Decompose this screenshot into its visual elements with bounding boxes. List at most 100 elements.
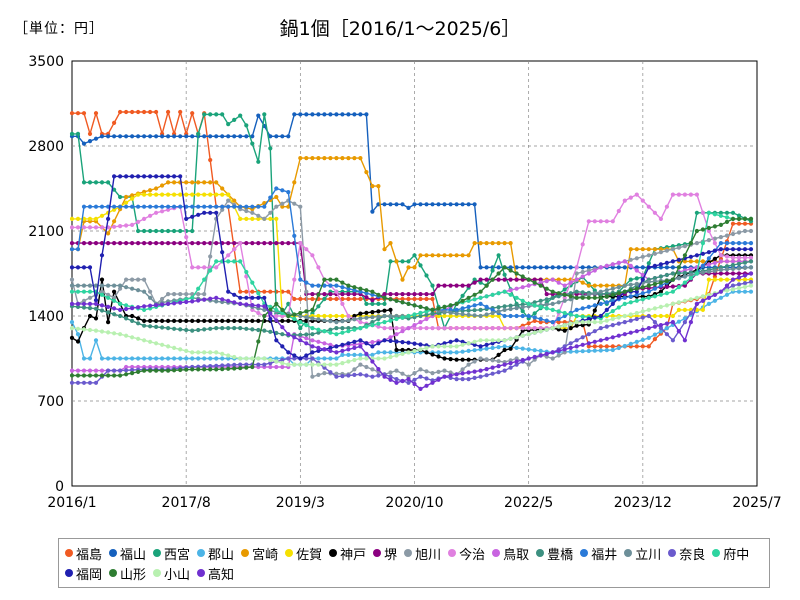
data-point [460, 253, 465, 258]
data-point [226, 289, 231, 294]
data-point [430, 326, 435, 331]
data-point [202, 367, 207, 372]
data-point [154, 174, 159, 179]
data-point [514, 295, 519, 300]
data-point [136, 316, 141, 321]
data-point [484, 312, 489, 317]
data-point [262, 304, 267, 309]
data-point [610, 347, 615, 353]
data-point [430, 253, 435, 258]
data-point [652, 320, 658, 325]
data-point [274, 318, 279, 323]
data-point [658, 304, 664, 309]
data-point [112, 207, 117, 212]
data-point [208, 241, 213, 246]
legend-swatch [712, 549, 721, 557]
data-point [424, 345, 429, 350]
data-point [256, 362, 261, 367]
data-point [628, 282, 633, 287]
data-point [712, 274, 718, 279]
data-point [106, 356, 111, 361]
data-point [610, 283, 615, 288]
data-point [712, 241, 718, 246]
data-point [382, 247, 387, 252]
data-point [520, 309, 525, 314]
data-point [742, 221, 748, 226]
data-point [298, 277, 303, 282]
data-point [99, 292, 105, 297]
legend-swatch [153, 569, 162, 577]
data-point [610, 292, 615, 297]
data-point [634, 247, 639, 252]
data-point [400, 300, 405, 305]
data-point [208, 350, 213, 355]
data-point [496, 291, 501, 296]
data-point [87, 356, 93, 361]
data-point [508, 326, 513, 331]
data-point [616, 333, 621, 338]
data-point [454, 301, 459, 306]
data-point [562, 320, 567, 325]
data-point [448, 326, 453, 331]
data-point [334, 320, 339, 325]
data-point [118, 241, 123, 246]
data-point [628, 257, 633, 262]
data-point [388, 259, 393, 264]
data-point [364, 351, 369, 356]
data-point [75, 247, 81, 252]
data-point [69, 289, 75, 294]
data-point [190, 295, 195, 300]
data-point [274, 194, 279, 200]
data-point [274, 186, 279, 191]
data-point [328, 112, 333, 117]
data-point [448, 253, 453, 258]
data-point [514, 356, 519, 361]
data-point [490, 241, 495, 246]
data-point [358, 311, 363, 316]
data-point [268, 241, 273, 246]
data-point [202, 192, 207, 197]
data-point [712, 224, 718, 229]
data-point [118, 301, 123, 306]
data-point [748, 259, 754, 264]
data-point [454, 311, 459, 316]
data-point [658, 274, 664, 279]
data-point [472, 348, 477, 353]
data-point [442, 283, 447, 288]
data-point [178, 292, 183, 297]
data-point [514, 345, 519, 350]
data-point [682, 192, 688, 197]
data-point [496, 309, 501, 314]
data-point [628, 288, 633, 293]
data-point [250, 307, 255, 312]
data-point [394, 316, 399, 322]
data-point [646, 283, 651, 288]
data-point [112, 306, 117, 311]
data-point [412, 326, 417, 331]
data-point [382, 320, 387, 325]
data-point [87, 327, 93, 333]
data-point [166, 134, 171, 139]
data-point [664, 265, 670, 270]
data-point [178, 347, 183, 352]
data-point [130, 313, 135, 319]
data-point [604, 312, 609, 317]
data-point [460, 371, 465, 376]
data-point [544, 351, 549, 356]
data-point [586, 348, 591, 354]
data-point [718, 247, 724, 252]
data-point [568, 345, 573, 350]
data-point [598, 326, 603, 331]
data-point [280, 313, 285, 319]
data-point [388, 350, 393, 355]
data-point [250, 318, 255, 323]
data-point [436, 350, 441, 355]
data-point [514, 313, 519, 319]
data-point [700, 227, 706, 232]
data-point [598, 295, 603, 300]
data-point [220, 192, 225, 197]
data-point [118, 109, 123, 115]
data-point [316, 283, 321, 288]
data-point [184, 299, 189, 305]
data-point [742, 289, 748, 294]
